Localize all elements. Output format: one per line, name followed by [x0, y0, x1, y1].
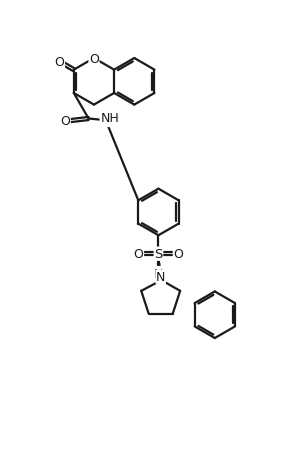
Text: NH: NH — [101, 112, 120, 125]
Text: N: N — [154, 267, 163, 280]
Text: O: O — [89, 52, 99, 65]
Text: NH: NH — [100, 114, 119, 127]
Text: O: O — [173, 248, 183, 261]
Text: N: N — [156, 271, 165, 284]
Text: O: O — [55, 56, 64, 69]
Text: O: O — [60, 115, 70, 128]
Text: O: O — [134, 248, 143, 261]
Text: S: S — [154, 248, 163, 261]
